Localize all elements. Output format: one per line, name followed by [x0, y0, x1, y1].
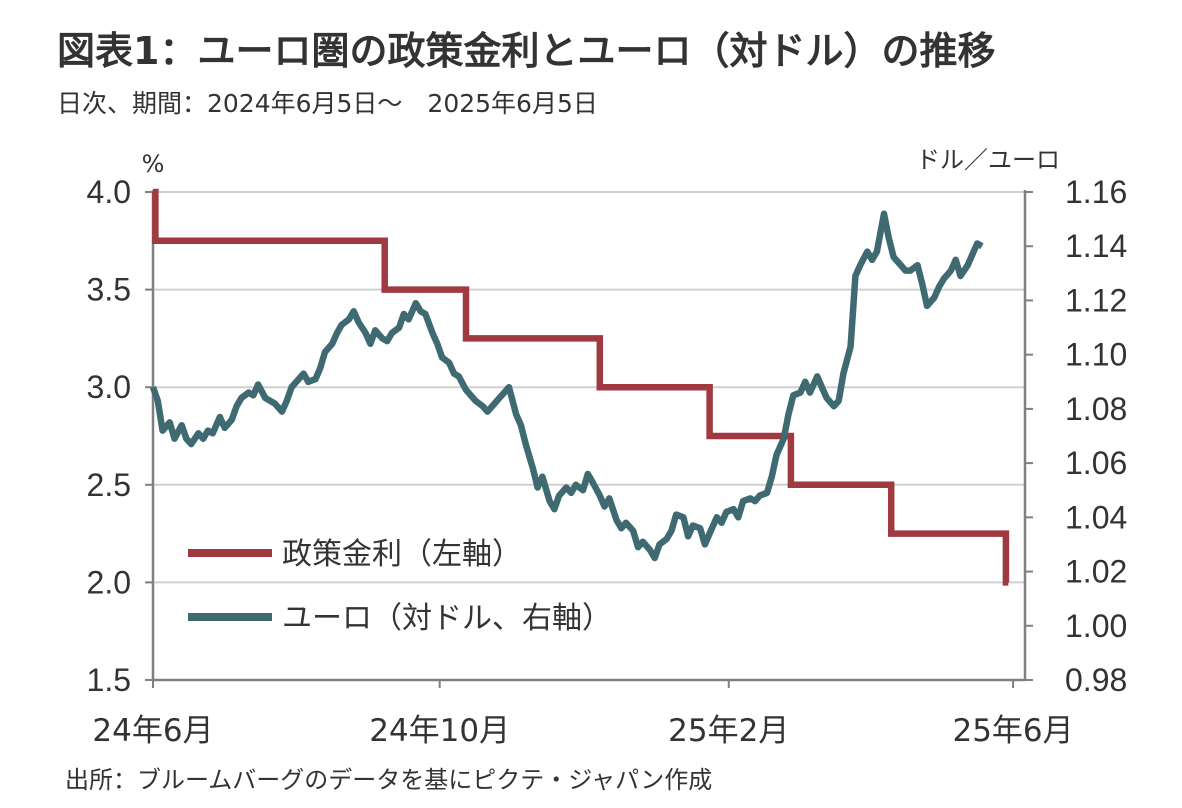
- legend-label: 政策金利（左軸）: [282, 537, 522, 572]
- left-axis-unit: %: [142, 150, 165, 178]
- left-tick-label: 1.5: [87, 662, 131, 698]
- eur-usd-line: [149, 210, 984, 562]
- right-tick-label: 1.04: [1065, 499, 1127, 535]
- left-tick-label: 2.5: [87, 467, 131, 503]
- x-tick-label: 24年6月: [92, 713, 213, 749]
- left-tick-label: 4.0: [87, 174, 131, 210]
- right-tick-label: 1.02: [1065, 554, 1127, 590]
- left-tick-label: 3.5: [87, 272, 131, 308]
- right-tick-label: 1.10: [1065, 337, 1127, 373]
- right-tick-label: 1.16: [1065, 174, 1127, 210]
- right-tick-label: 1.08: [1065, 391, 1127, 427]
- chart-title: 図表1：ユーロ圏の政策金利とユーロ（対ドル）の推移: [57, 29, 996, 73]
- right-tick-label: 1.12: [1065, 282, 1127, 318]
- source-note: 出所：ブルームバーグのデータを基にピクテ・ジャパン作成: [65, 766, 713, 794]
- left-tick-label: 2.0: [87, 564, 131, 600]
- right-axis-unit: ドル／ユーロ: [916, 146, 1060, 174]
- right-tick-label: 1.14: [1065, 228, 1127, 264]
- left-tick-label: 3.0: [87, 369, 131, 405]
- x-tick-label: 25年6月: [952, 713, 1073, 749]
- policy-rate-line: [152, 188, 1010, 586]
- right-tick-label: 1.06: [1065, 445, 1127, 481]
- x-tick-label: 24年10月: [369, 713, 510, 749]
- right-tick-label: 0.98: [1065, 662, 1127, 698]
- chart-subtitle: 日次、期間：2024年6月5日～ 2025年6月5日: [57, 89, 598, 118]
- x-tick-label: 25年2月: [668, 713, 789, 749]
- right-tick-label: 1.00: [1065, 608, 1127, 644]
- legend-label: ユーロ（対ドル、右軸）: [282, 601, 612, 636]
